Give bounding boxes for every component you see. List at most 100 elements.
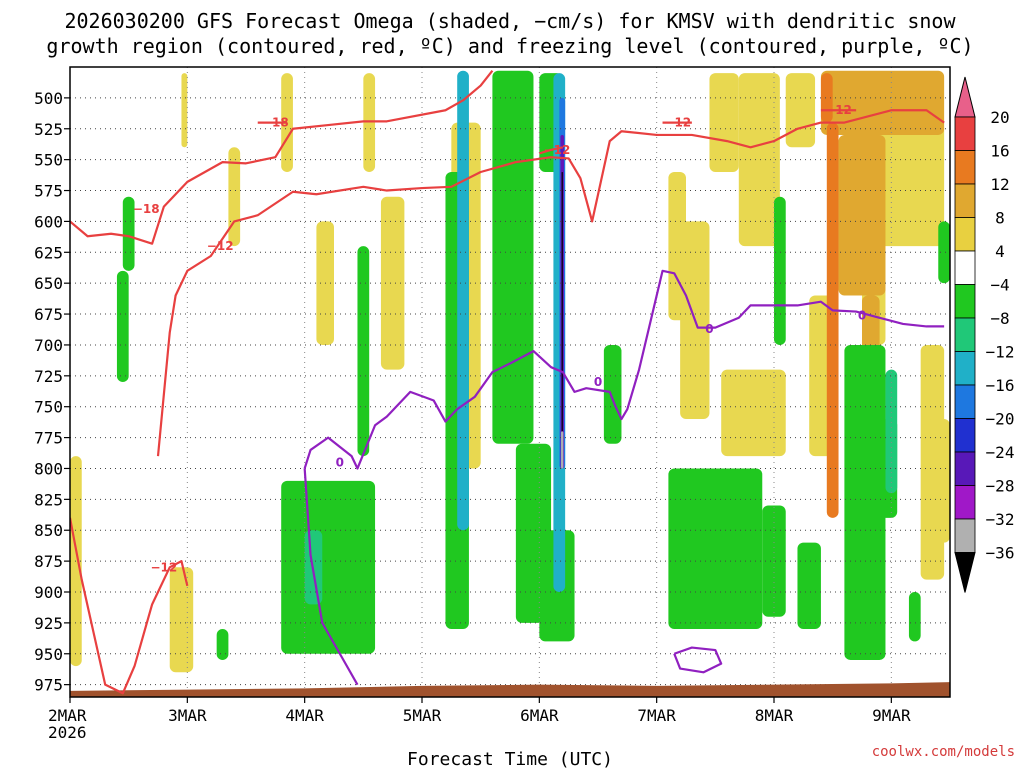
chart-title-line2: growth region (contoured, red, ºC) and f… (46, 34, 973, 58)
x-year-label: 2026 (48, 723, 87, 742)
y-axis: 500 525 550 575 600 625 650 675 700 725 750 775 800 8… (34, 89, 70, 695)
y-tick-label: 675 (34, 305, 63, 324)
y-tick-label: 875 (34, 552, 63, 571)
colorbar-label: −16 (986, 376, 1015, 395)
y-tick-label: 625 (34, 243, 63, 262)
omega-patch-yellow-4 (709, 73, 739, 172)
colorbar-segment (954, 284, 976, 319)
freezing-contour-label: 0 (336, 455, 344, 469)
omega-patch-green-m4 (844, 344, 886, 660)
omega-patch-green-m4 (797, 542, 821, 630)
omega-patch-teal-m8 (885, 369, 898, 494)
omega-patch-gray-m32 (561, 431, 564, 469)
omega-patch-green-m4 (492, 70, 534, 444)
colorbar-segment (954, 250, 976, 285)
colorbar-label: −20 (986, 410, 1015, 429)
colorbar-segment (954, 418, 976, 453)
colorbar-segment (954, 150, 976, 185)
dendritic-contour-label: −12 (150, 560, 177, 574)
x-tick-label: 3MAR (168, 706, 207, 725)
omega-patch-cyan-m12 (457, 70, 469, 531)
y-tick-label: 700 (34, 336, 63, 355)
freezing-contour-label: 0 (858, 308, 866, 322)
dendritic-contour-label: −12 (664, 116, 691, 130)
colorbar-label: −4 (990, 276, 1009, 295)
chart-title-line1: 2026030200 GFS Forecast Omega (shaded, −… (64, 9, 956, 33)
omega-patch-yellow-4 (926, 419, 950, 543)
omega-patch-yellow-4 (181, 73, 188, 148)
colorbar-bottom-arrow (954, 552, 976, 593)
omega-patch-black-m36 (561, 172, 563, 432)
colorbar-label: −24 (986, 443, 1015, 462)
colorbar-segment (954, 384, 976, 419)
colorbar-segment (954, 485, 976, 520)
omega-patch-yellow-4 (879, 122, 945, 247)
x-tick-label: 9MAR (872, 706, 911, 725)
omega-shading (70, 70, 950, 673)
y-tick-label: 950 (34, 645, 63, 664)
colorbar-segment (954, 116, 976, 151)
y-tick-label: 550 (34, 151, 63, 170)
omega-patch-yellow-4 (380, 196, 405, 370)
omega-patch-gold-8 (838, 134, 886, 296)
colorbar-segment (954, 518, 976, 553)
omega-patch-green-m4 (938, 221, 950, 284)
omega-patch-green-m4 (603, 344, 622, 444)
colorbar-segment (954, 351, 976, 386)
colorbar-label: 20 (990, 108, 1009, 127)
y-tick-label: 525 (34, 120, 63, 139)
y-tick-label: 575 (34, 182, 63, 201)
omega-patch-green-m4 (357, 246, 370, 457)
colorbar-label: −28 (986, 477, 1015, 496)
x-tick-label: 8MAR (755, 706, 794, 725)
omega-patch-yellow-4 (169, 567, 194, 673)
freezing-contour-line (303, 269, 945, 470)
y-tick-label: 900 (34, 583, 63, 602)
y-tick-label: 750 (34, 398, 63, 417)
y-tick-label: 800 (34, 459, 63, 478)
omega-patch-green-m4 (762, 505, 786, 617)
freezing-contour-label: 0 (594, 375, 602, 389)
y-tick-label: 500 (34, 89, 63, 108)
y-tick-label: 650 (34, 274, 63, 293)
freezing-contour-line (673, 646, 723, 674)
credit-text: coolwx.com/models (872, 744, 1015, 760)
colorbar-label: 4 (995, 242, 1005, 261)
dendritic-contour-line (70, 70, 494, 245)
x-tick-label: 7MAR (637, 706, 676, 725)
y-tick-label: 775 (34, 429, 63, 448)
colorbar-segment (954, 317, 976, 352)
y-tick-label: 600 (34, 212, 63, 231)
omega-patch-green-m4 (216, 629, 229, 660)
dendritic-contour-label: −12 (207, 239, 234, 253)
plot-area: −18 −18 −12 −12 −12 −12 −12 0 0 0 0 (69, 66, 951, 698)
colorbar-segment (954, 217, 976, 252)
colorbar-top-arrow (954, 76, 976, 118)
x-axis: 2MAR 3MAR 4MAR 5MAR 6MAR 7MAR 8MAR 9MAR (48, 697, 911, 725)
colorbar-label: −8 (990, 309, 1009, 328)
dendritic-contour-line (70, 517, 189, 695)
x-axis-label: Forecast Time (UTC) (407, 749, 613, 768)
omega-patch-green-m4 (281, 480, 376, 654)
colorbar-segment (954, 183, 976, 218)
omega-patch-green-m4 (668, 468, 763, 630)
plot-frame (69, 66, 951, 698)
dendritic-contour-label: −12 (544, 143, 571, 157)
omega-patch-yellow-4 (738, 73, 780, 247)
omega-patch-yellow-4 (721, 369, 786, 457)
colorbar-segment (954, 451, 976, 486)
omega-patch-green-m4 (116, 270, 129, 382)
contour-lines: −18 −18 −12 −12 −12 −12 −12 0 0 0 0 (70, 70, 945, 695)
omega-patch-green-m4 (908, 592, 921, 642)
dendritic-contour-label: −18 (262, 116, 289, 130)
dendritic-contour-label: −12 (825, 103, 852, 117)
y-tick-label: 925 (34, 614, 63, 633)
x-tick-label: 6MAR (520, 706, 559, 725)
colorbar-label: −36 (986, 544, 1015, 563)
y-tick-label: 850 (34, 521, 63, 540)
y-tick-label: 725 (34, 367, 63, 386)
omega-patch-yellow-4 (785, 73, 816, 148)
colorbar-label: 12 (990, 175, 1009, 194)
terrain-surface (70, 682, 950, 697)
